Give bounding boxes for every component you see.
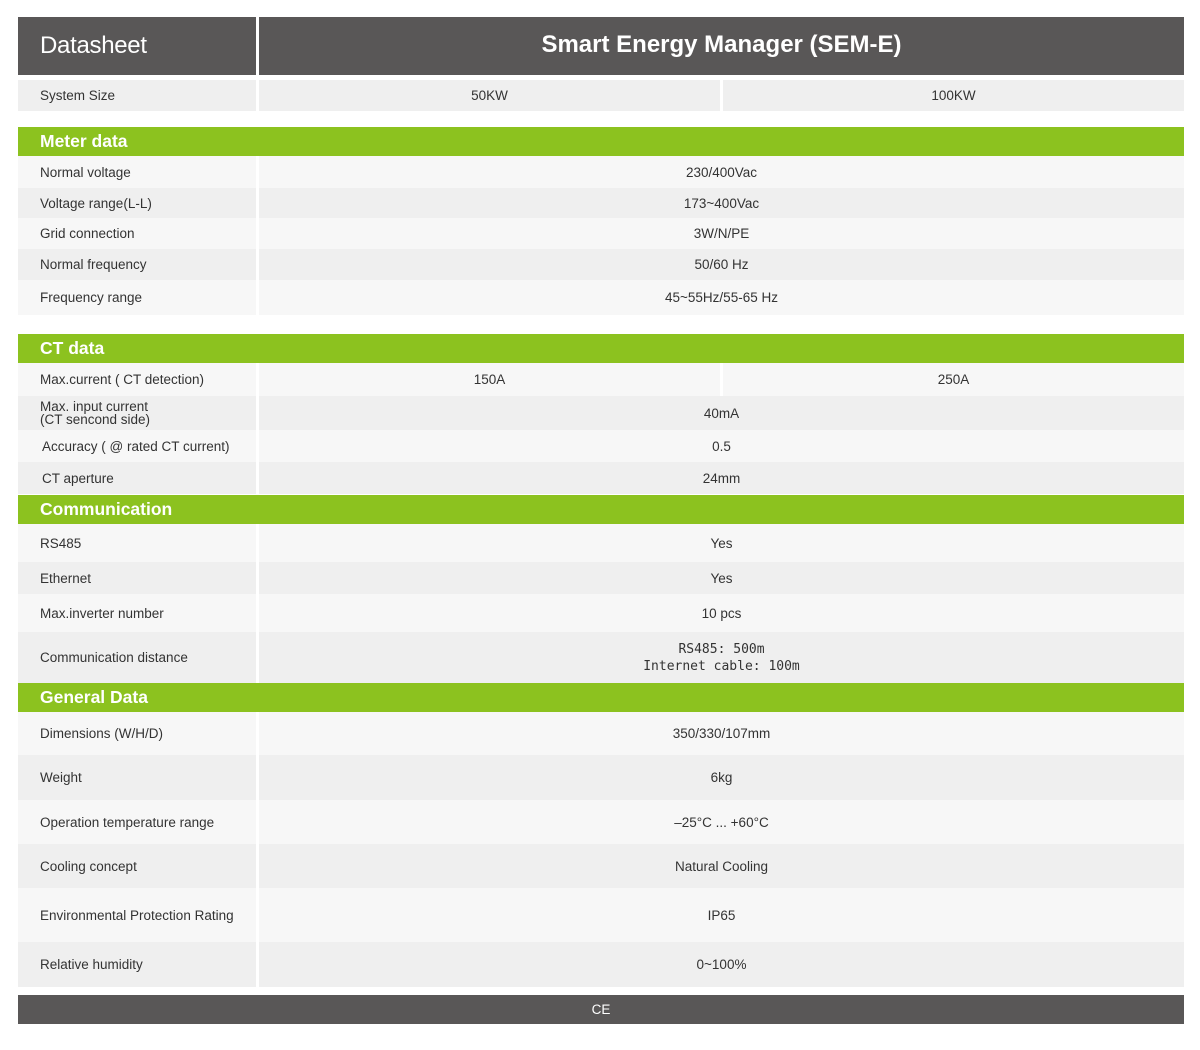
row-label: Relative humidity — [18, 942, 256, 987]
ct-data-section-title: CT data — [18, 334, 1184, 363]
row-value: 350/330/107mm — [259, 712, 1184, 755]
row-label: Cooling concept — [18, 844, 256, 888]
datasheet-header: Datasheet Smart Energy Manager (SEM-E) — [18, 17, 1184, 75]
row-value: 10 pcs — [259, 594, 1184, 632]
row-value-line: Internet cable: 100m — [643, 658, 800, 674]
row-label: RS485 — [18, 524, 256, 562]
row-value: Yes — [259, 524, 1184, 562]
row-value: Natural Cooling — [259, 844, 1184, 888]
row-value: IP65 — [259, 888, 1184, 942]
general-data-section-title: General Data — [18, 683, 1184, 712]
row-label: CT aperture — [18, 462, 256, 494]
table-row: Max.inverter number 10 pcs — [18, 594, 1184, 632]
certification-footer: CE — [18, 995, 1184, 1024]
row-value: RS485: 500m Internet cable: 100m — [259, 632, 1184, 683]
communication-section-title: Communication — [18, 495, 1184, 524]
table-row: Ethernet Yes — [18, 562, 1184, 594]
table-row: Relative humidity 0~100% — [18, 942, 1184, 987]
table-row: Max. input current (CT sencond side) 40m… — [18, 396, 1184, 430]
row-label: Max.current ( CT detection) — [18, 363, 256, 396]
row-label: Communication distance — [18, 632, 256, 683]
table-row: Grid connection 3W/N/PE — [18, 218, 1184, 249]
row-value: 0.5 — [259, 430, 1184, 462]
table-row: CT aperture 24mm — [18, 462, 1184, 494]
datasheet-title: Datasheet — [18, 17, 256, 75]
table-row: Communication distance RS485: 500m Inter… — [18, 632, 1184, 683]
row-label: Max.inverter number — [18, 594, 256, 632]
table-row: Environmental Protection Rating IP65 — [18, 888, 1184, 942]
row-value: Yes — [259, 562, 1184, 594]
row-label: Voltage range(L-L) — [18, 188, 256, 218]
row-value: 50/60 Hz — [259, 249, 1184, 280]
row-label: Normal frequency — [18, 249, 256, 280]
row-value: –25°C ... +60°C — [259, 800, 1184, 844]
table-row: Normal frequency 50/60 Hz — [18, 249, 1184, 280]
datasheet-table: Datasheet Smart Energy Manager (SEM-E) S… — [18, 17, 1184, 987]
row-value: 40mA — [259, 396, 1184, 430]
system-size-label: System Size — [18, 80, 256, 111]
row-label: Grid connection — [18, 218, 256, 249]
row-label: Max. input current (CT sencond side) — [18, 396, 256, 430]
product-title: Smart Energy Manager (SEM-E) — [259, 17, 1184, 75]
table-row: RS485 Yes — [18, 524, 1184, 562]
meter-data-section-title: Meter data — [18, 127, 1184, 156]
ct-150a-value: 150A — [259, 363, 720, 396]
row-label: Dimensions (W/H/D) — [18, 712, 256, 755]
row-value: 173~400Vac — [259, 188, 1184, 218]
table-row: Normal voltage 230/400Vac — [18, 156, 1184, 188]
table-row: Operation temperature range –25°C ... +6… — [18, 800, 1184, 844]
system-size-100kw: 100KW — [723, 80, 1184, 111]
row-value: 24mm — [259, 462, 1184, 494]
row-label: Ethernet — [18, 562, 256, 594]
system-size-50kw: 50KW — [259, 80, 720, 111]
row-value: 3W/N/PE — [259, 218, 1184, 249]
row-label-line: (CT sencond side) — [40, 412, 151, 427]
row-value-line: RS485: 500m — [678, 641, 765, 657]
row-label: Weight — [18, 755, 256, 800]
row-label: Operation temperature range — [18, 800, 256, 844]
table-row: Weight 6kg — [18, 755, 1184, 800]
system-size-row: System Size 50KW 100KW — [18, 80, 1184, 111]
table-row: Accuracy ( @ rated CT current) 0.5 — [18, 430, 1184, 462]
row-label: Normal voltage — [18, 156, 256, 188]
row-value: 45~55Hz/55-65 Hz — [259, 280, 1184, 315]
table-row: Max.current ( CT detection) 150A 250A — [18, 363, 1184, 396]
ct-250a-value: 250A — [723, 363, 1184, 396]
table-row: Voltage range(L-L) 173~400Vac — [18, 188, 1184, 218]
row-value: 6kg — [259, 755, 1184, 800]
row-label: Environmental Protection Rating — [18, 888, 256, 942]
row-label: Frequency range — [18, 280, 256, 315]
table-row: Dimensions (W/H/D) 350/330/107mm — [18, 712, 1184, 755]
row-label-line: Max. input current — [40, 399, 149, 414]
table-row: Frequency range 45~55Hz/55-65 Hz — [18, 280, 1184, 315]
table-row: Cooling concept Natural Cooling — [18, 844, 1184, 888]
row-label: Accuracy ( @ rated CT current) — [18, 430, 256, 462]
row-value: 230/400Vac — [259, 156, 1184, 188]
row-value: 0~100% — [259, 942, 1184, 987]
